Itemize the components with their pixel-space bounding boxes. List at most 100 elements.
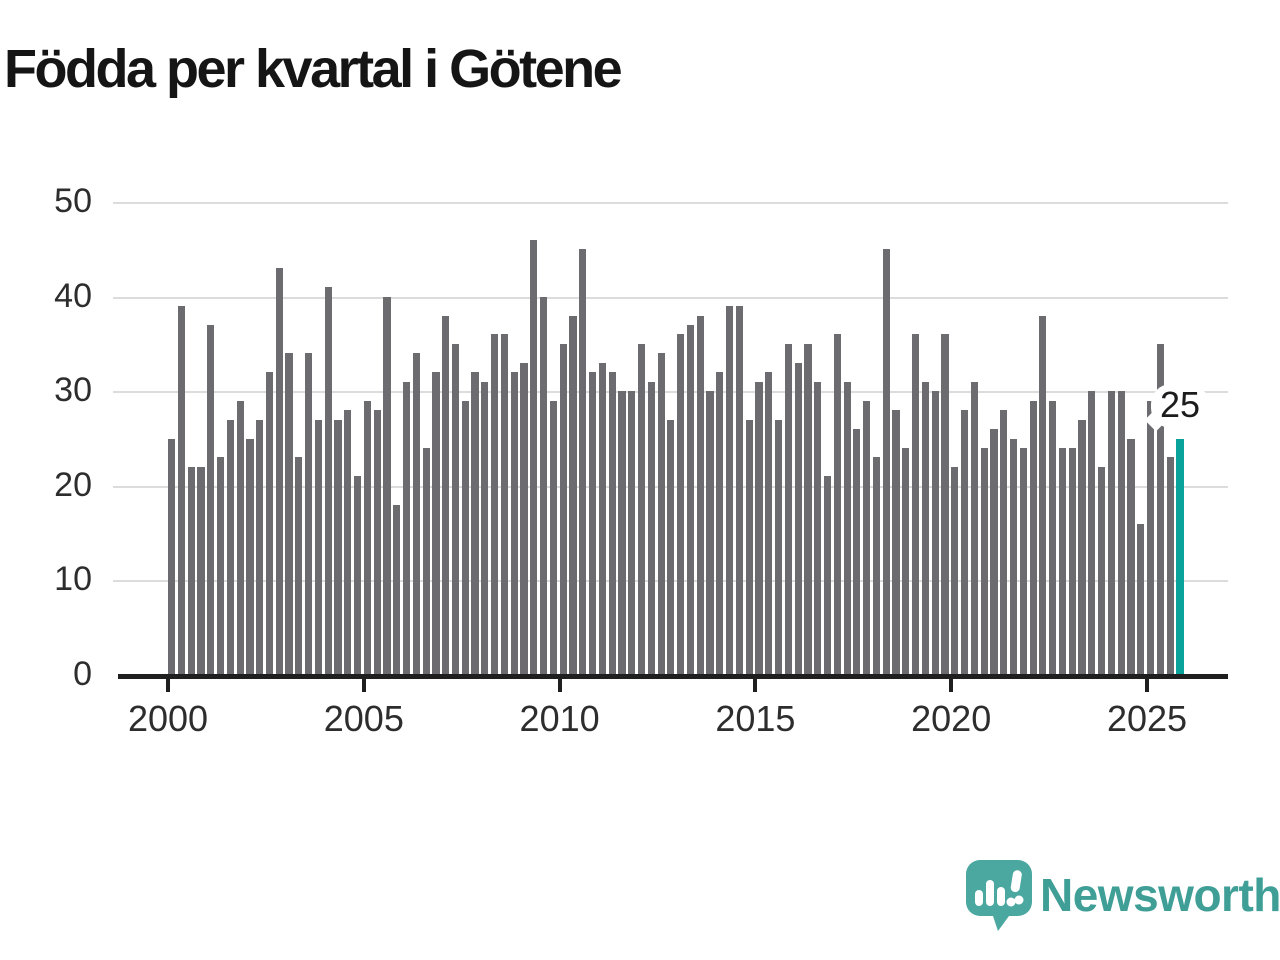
x-axis-label-2015: 2015 [715, 698, 796, 739]
bar [823, 476, 832, 675]
bar [471, 372, 479, 675]
bar [1078, 419, 1086, 675]
bar [363, 400, 371, 675]
bar [980, 447, 988, 675]
bar [412, 353, 420, 675]
x-tick-2000 [166, 679, 170, 692]
bar [872, 457, 881, 675]
x-axis-label-2000: 2000 [127, 698, 209, 739]
y-axis-label-20: 20 [54, 465, 92, 504]
bar [794, 362, 802, 675]
bar [1127, 438, 1135, 675]
bar [168, 438, 176, 675]
bar [1029, 400, 1037, 675]
bar [451, 343, 460, 675]
bar [892, 410, 900, 675]
bar [598, 362, 606, 675]
bar [990, 429, 998, 675]
y-axis-label-30: 30 [54, 371, 92, 410]
bar [833, 334, 841, 675]
bar [579, 249, 587, 675]
x-axis-label-2010: 2010 [519, 698, 600, 739]
bar [647, 381, 655, 675]
bar [324, 287, 332, 675]
bar [197, 466, 205, 675]
bar [931, 391, 939, 675]
x-tick-2025 [1145, 679, 1149, 692]
bar [912, 334, 920, 675]
bar [491, 334, 499, 675]
bar [432, 372, 440, 675]
bar [960, 410, 969, 675]
bar [265, 372, 274, 675]
bar [804, 343, 812, 675]
bar [921, 381, 930, 675]
bar [500, 334, 509, 675]
bar [344, 410, 352, 675]
bar [745, 419, 753, 675]
bar [951, 466, 959, 675]
bar [305, 353, 313, 675]
bar [383, 296, 391, 675]
bar [393, 504, 401, 675]
x-tick-2005 [361, 679, 366, 692]
bar [334, 419, 342, 675]
bar [618, 391, 626, 675]
bar [1068, 447, 1076, 675]
bar [1049, 400, 1057, 675]
bar [882, 249, 890, 675]
last-value-annotation: 25 [1151, 384, 1210, 428]
x-axis-line [118, 674, 1228, 679]
bar [207, 324, 215, 675]
bar [559, 343, 567, 675]
x-axis-label-2005: 2005 [323, 698, 404, 739]
gridline-40 [113, 296, 1228, 299]
bar [1137, 523, 1145, 675]
y-axis-label-50: 50 [54, 182, 92, 220]
bar [1088, 391, 1096, 675]
x-tick-2010 [557, 679, 562, 692]
bar [187, 466, 195, 675]
x-axis-label-2020: 2020 [911, 698, 992, 739]
x-tick-2020 [949, 679, 954, 692]
bar [520, 362, 528, 675]
bar [677, 334, 685, 675]
gridline-50 [113, 202, 1228, 204]
bar [569, 315, 577, 675]
bar [1000, 410, 1008, 675]
bar [461, 400, 469, 675]
bar [256, 419, 264, 675]
bar [481, 381, 489, 675]
bar [442, 315, 450, 675]
bar [402, 381, 411, 675]
bar [706, 391, 714, 675]
bar [784, 343, 792, 675]
bar [588, 372, 597, 675]
bar [716, 372, 724, 675]
bar [1058, 447, 1067, 675]
bar [216, 457, 225, 675]
bar [941, 334, 949, 675]
bar [549, 400, 557, 675]
bar [970, 381, 978, 675]
bar [637, 343, 646, 675]
bar [354, 476, 362, 675]
y-axis-label-0: 0 [73, 655, 92, 693]
plot-area [113, 202, 1228, 675]
bar [863, 400, 871, 675]
bar [373, 410, 381, 675]
x-tick-2015 [753, 679, 758, 692]
y-axis-label-40: 40 [54, 276, 92, 315]
bar [1019, 447, 1027, 675]
gridline-30 [113, 391, 1228, 394]
bar [1147, 400, 1155, 675]
bar [275, 268, 283, 675]
bar [540, 296, 548, 675]
chart-title: Födda per kvartal i Götene [4, 39, 623, 99]
bar [1039, 315, 1047, 675]
bar [1098, 466, 1106, 675]
bar [765, 372, 773, 675]
bar [667, 419, 675, 675]
bar [853, 429, 861, 675]
bar [285, 353, 293, 675]
